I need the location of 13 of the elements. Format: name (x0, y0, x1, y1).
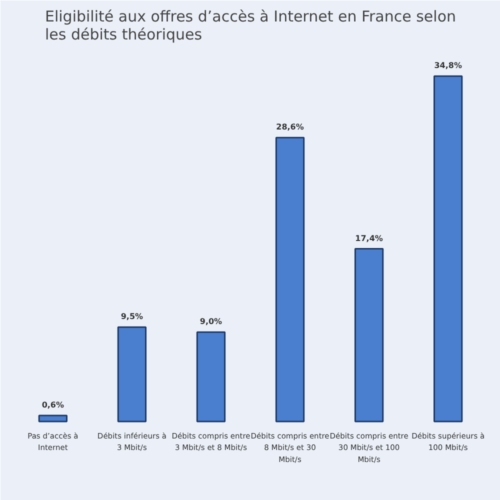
bar (354, 248, 384, 422)
bar (117, 326, 147, 422)
bar (275, 136, 305, 422)
data-label: 34,8% (434, 61, 462, 70)
data-label: 0,6% (42, 400, 64, 410)
bar (434, 75, 463, 422)
bar (196, 331, 226, 422)
data-label: 17,4% (355, 234, 383, 243)
data-label: 9,0% (200, 317, 222, 326)
data-label: 9,5% (120, 312, 144, 322)
bar (38, 414, 68, 422)
data-label: 28,6% (276, 122, 304, 132)
chart-title: Eligibilité aux offres d’accès à Internet en France selon les débits théoriques (44, 8, 456, 44)
